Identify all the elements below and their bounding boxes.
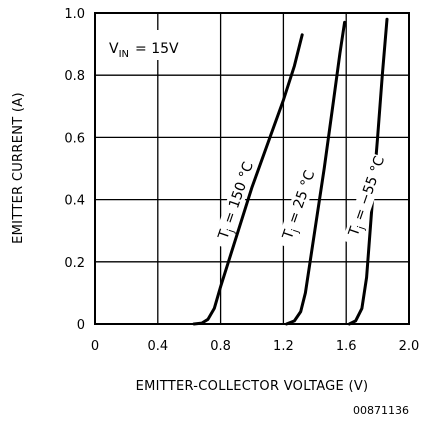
- y-tick-label: 0.2: [64, 256, 85, 271]
- vin-value: = 15V: [135, 41, 179, 57]
- plot-frame: [94, 12, 410, 325]
- y-tick-label: 0.8: [64, 69, 85, 84]
- y-tick-label: 0: [77, 318, 85, 333]
- vin-symbol: V: [109, 41, 119, 57]
- figure-id: 00871136: [353, 404, 409, 417]
- series-line: [347, 17, 389, 326]
- x-tick-label: 0.8: [210, 339, 231, 354]
- series-label: Tj= −55 °C: [346, 154, 391, 240]
- series-line: [192, 33, 304, 326]
- y-tick-label: 1.0: [64, 7, 85, 22]
- y-axis-ticks: 0 0.2 0.4 0.6 0.8 1.0: [64, 7, 85, 333]
- x-tick-label: 0: [91, 339, 99, 354]
- vin-subscript: IN: [119, 49, 129, 60]
- series-curves: [192, 17, 389, 326]
- x-tick-label: 1.2: [273, 339, 294, 354]
- svg-text:VIN= 15V: VIN = 15V: [109, 41, 179, 60]
- series-line: [285, 20, 347, 326]
- x-axis-ticks: 0 0.4 0.8 1.2 1.6 2.0: [91, 339, 419, 354]
- y-axis-title: EMITTER CURRENT (A): [11, 92, 26, 244]
- y-tick-label: 0.6: [64, 131, 85, 146]
- x-tick-label: 1.6: [336, 339, 357, 354]
- series-labels: Tj= 150 °CTj= 25 °CTj= −55 °C: [211, 153, 391, 249]
- vin-annotation: VIN = 15V: [105, 30, 213, 60]
- x-tick-label: 0.4: [147, 339, 168, 354]
- y-tick-label: 0.4: [64, 194, 85, 209]
- grid: [95, 13, 409, 324]
- x-axis-title: EMITTER-COLLECTOR VOLTAGE (V): [136, 379, 369, 394]
- x-tick-label: 2.0: [399, 339, 420, 354]
